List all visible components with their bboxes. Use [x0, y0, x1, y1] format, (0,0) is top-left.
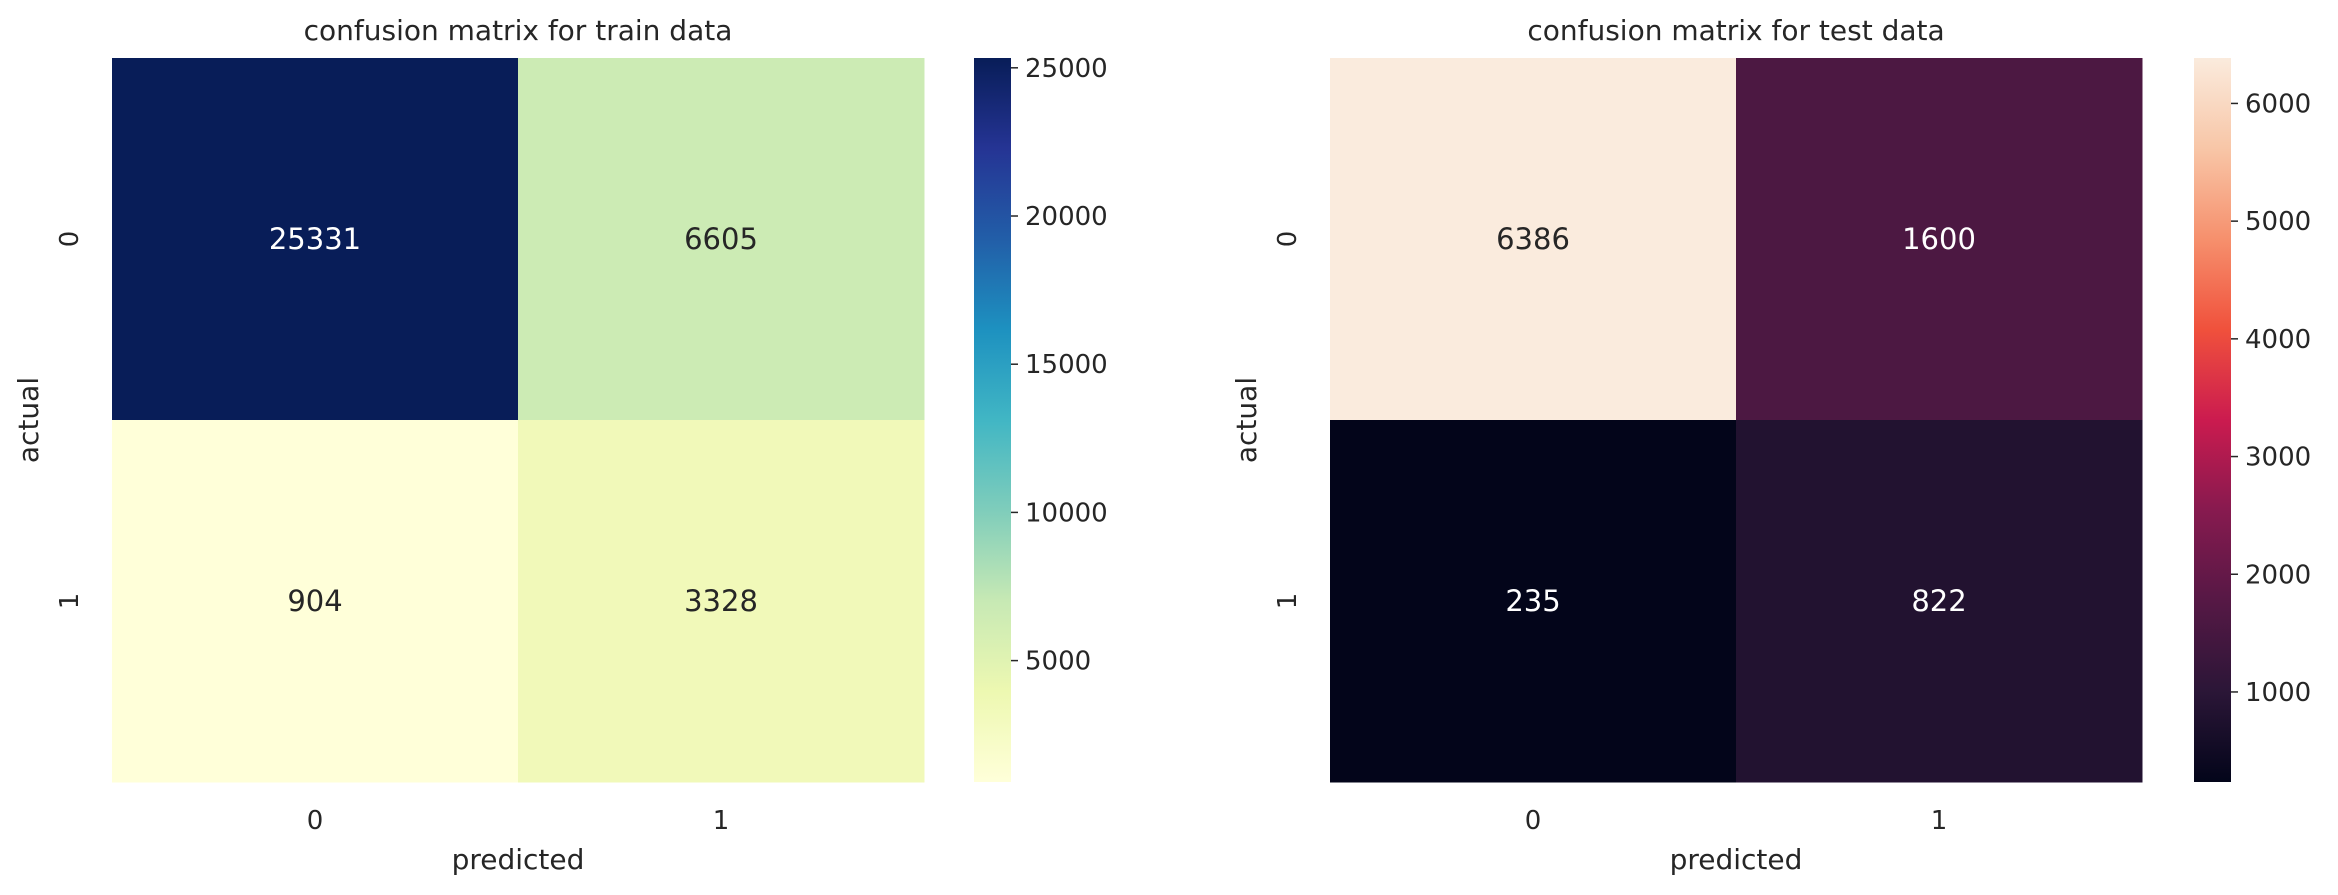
colorbar-tick-label: 5000: [1025, 647, 1091, 677]
heatmap-cells: 25331 6605 904 3328: [112, 58, 925, 783]
cell-value-label: 6605: [684, 222, 758, 256]
y-tick-label: 1: [1273, 593, 1303, 610]
heatmap-cells: 6386 1600 235 822: [1330, 58, 2143, 783]
heatmap-cell: [1330, 420, 1737, 783]
y-tick-label: 1: [55, 593, 85, 610]
colorbar-tick-label: 6000: [2245, 89, 2311, 119]
heatmap-cell: [1736, 420, 2143, 783]
x-tick-label: 1: [713, 806, 730, 836]
colorbar-tick-label: 10000: [1025, 498, 1108, 528]
colorbar-tick-label: 2000: [2245, 560, 2311, 590]
colorbar-tick-label: 15000: [1025, 350, 1108, 380]
x-tick-label: 1: [1931, 806, 1948, 836]
y-tick-labels: 01: [55, 231, 85, 610]
heatmap-cell: [518, 58, 925, 421]
cell-value-label: 904: [287, 584, 342, 618]
colorbar-tick-label: 25000: [1025, 54, 1108, 84]
colorbar-tick-label: 3000: [2245, 443, 2311, 473]
heatmap-cell: [112, 58, 519, 421]
colorbar: 5000 10000 15000 20000 25000: [974, 54, 1108, 782]
chart-title: confusion matrix for train data: [304, 14, 733, 47]
cell-value-label: 6386: [1496, 222, 1570, 256]
chart-title: confusion matrix for test data: [1527, 14, 1944, 47]
heatmap-cell: [1330, 58, 1737, 421]
heatmap-cell: [518, 420, 925, 783]
cell-value-label: 235: [1505, 584, 1560, 618]
heatmap-cell: [112, 420, 519, 783]
x-axis-label: predicted: [1670, 843, 1803, 876]
x-axis-label: predicted: [452, 843, 585, 876]
y-tick-labels: 01: [1273, 231, 1303, 610]
colorbar-tick-label: 1000: [2245, 678, 2311, 708]
cell-value-label: 3328: [684, 584, 758, 618]
test-confusion-matrix: confusion matrix for test data 6386 1600 2…: [1230, 14, 2311, 876]
y-tick-label: 0: [1273, 231, 1303, 248]
colorbar-gradient: [974, 58, 1011, 782]
y-axis-label: actual: [1230, 377, 1263, 463]
x-tick-label: 0: [307, 806, 324, 836]
train-confusion-matrix: confusion matrix for train data 25331 660…: [12, 14, 1108, 876]
y-axis-label: actual: [12, 377, 45, 463]
x-tick-label: 0: [1525, 806, 1542, 836]
colorbar: 1000 2000 3000 4000 5000 6000: [2194, 58, 2311, 782]
y-tick-label: 0: [55, 231, 85, 248]
cell-value-label: 822: [1911, 584, 1966, 618]
colorbar-tick-label: 4000: [2245, 325, 2311, 355]
colorbar-tick-label: 20000: [1025, 202, 1108, 232]
colorbar-gradient: [2194, 58, 2231, 782]
cell-value-label: 1600: [1902, 222, 1976, 256]
colorbar-tick-label: 5000: [2245, 207, 2311, 237]
cell-value-label: 25331: [269, 222, 361, 256]
heatmap-cell: [1736, 58, 2143, 421]
